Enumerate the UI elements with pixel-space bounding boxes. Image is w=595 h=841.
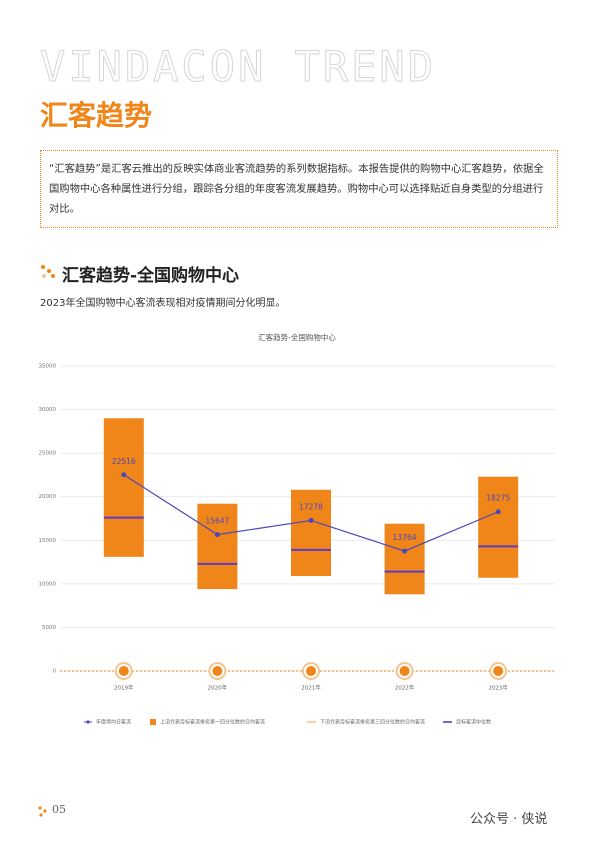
y-tick-label: 10000 bbox=[39, 581, 57, 587]
axis-marker-dot bbox=[306, 666, 316, 676]
y-tick-label: 0 bbox=[53, 669, 57, 675]
data-label: 18275 bbox=[486, 494, 510, 503]
page-number: 05 bbox=[52, 803, 66, 816]
section-subtitle: 2023年全国购物中心客流表现相对疫情期间分化明显。 bbox=[40, 298, 286, 309]
axis-marker-dot bbox=[399, 666, 410, 676]
x-tick-label: 2022年 bbox=[395, 684, 415, 692]
intro: “汇客趋势”是汇客云推出的反映实体商业客流趋势的系列数据指标。本报告提供的购物中… bbox=[40, 150, 558, 228]
legend-label: 上沿代表目标客流排名第一四分位数的日均客流 bbox=[160, 719, 265, 726]
x-tick-label: 2020年 bbox=[208, 684, 228, 692]
box bbox=[291, 489, 331, 577]
page-title: 汇客趋势 bbox=[40, 99, 153, 132]
line-point bbox=[495, 509, 501, 515]
brand: VINDACON TREND bbox=[39, 42, 437, 92]
axis-marker-dot bbox=[493, 666, 504, 676]
data-label: 22516 bbox=[112, 457, 136, 466]
axis-marker-dot bbox=[118, 666, 129, 676]
y-tick-label: 15000 bbox=[39, 538, 57, 544]
y-tick-label: 5000 bbox=[42, 625, 56, 631]
y-tick-label: 35000 bbox=[39, 364, 57, 370]
legend-label: 下沿代表目标客流排名第三四分位数的日均客流 bbox=[320, 719, 425, 726]
line-point bbox=[121, 472, 127, 478]
line-point bbox=[308, 517, 314, 523]
section-title: 汇客趋势-全国购物中心 bbox=[62, 266, 240, 286]
legend-symbol bbox=[150, 719, 156, 725]
axis-marker-dot bbox=[212, 666, 223, 676]
data-label: 15647 bbox=[205, 517, 229, 526]
box bbox=[103, 418, 144, 557]
y-tick-label: 30000 bbox=[39, 407, 57, 413]
data-label: 17278 bbox=[299, 502, 323, 511]
y-tick-label: 20000 bbox=[39, 494, 57, 500]
chart: 汇客趋势-全国购物中心 0 5000 10000 15000 20000 25000 300… bbox=[39, 332, 556, 726]
footer-icon bbox=[38, 806, 47, 817]
x-tick-label: 2021年 bbox=[301, 684, 321, 692]
legend-symbol bbox=[86, 720, 90, 724]
x-tick-label: 2023年 bbox=[488, 684, 508, 692]
box bbox=[384, 523, 425, 595]
box bbox=[197, 503, 238, 590]
legend-label: 年度场均日客流 bbox=[96, 719, 131, 726]
x-tick-label: 2019年 bbox=[114, 684, 134, 692]
chart-title: 汇客趋势-全国购物中心 bbox=[258, 332, 336, 342]
line-point bbox=[214, 532, 220, 538]
section-icon bbox=[41, 265, 55, 278]
legend-label: 目标客流中位数 bbox=[456, 719, 491, 726]
watermark: 公众号 · 侠说 bbox=[470, 812, 548, 827]
y-tick-label: 25000 bbox=[39, 451, 57, 457]
data-label: 13764 bbox=[393, 533, 417, 542]
box bbox=[478, 476, 519, 578]
line-point bbox=[402, 548, 408, 554]
